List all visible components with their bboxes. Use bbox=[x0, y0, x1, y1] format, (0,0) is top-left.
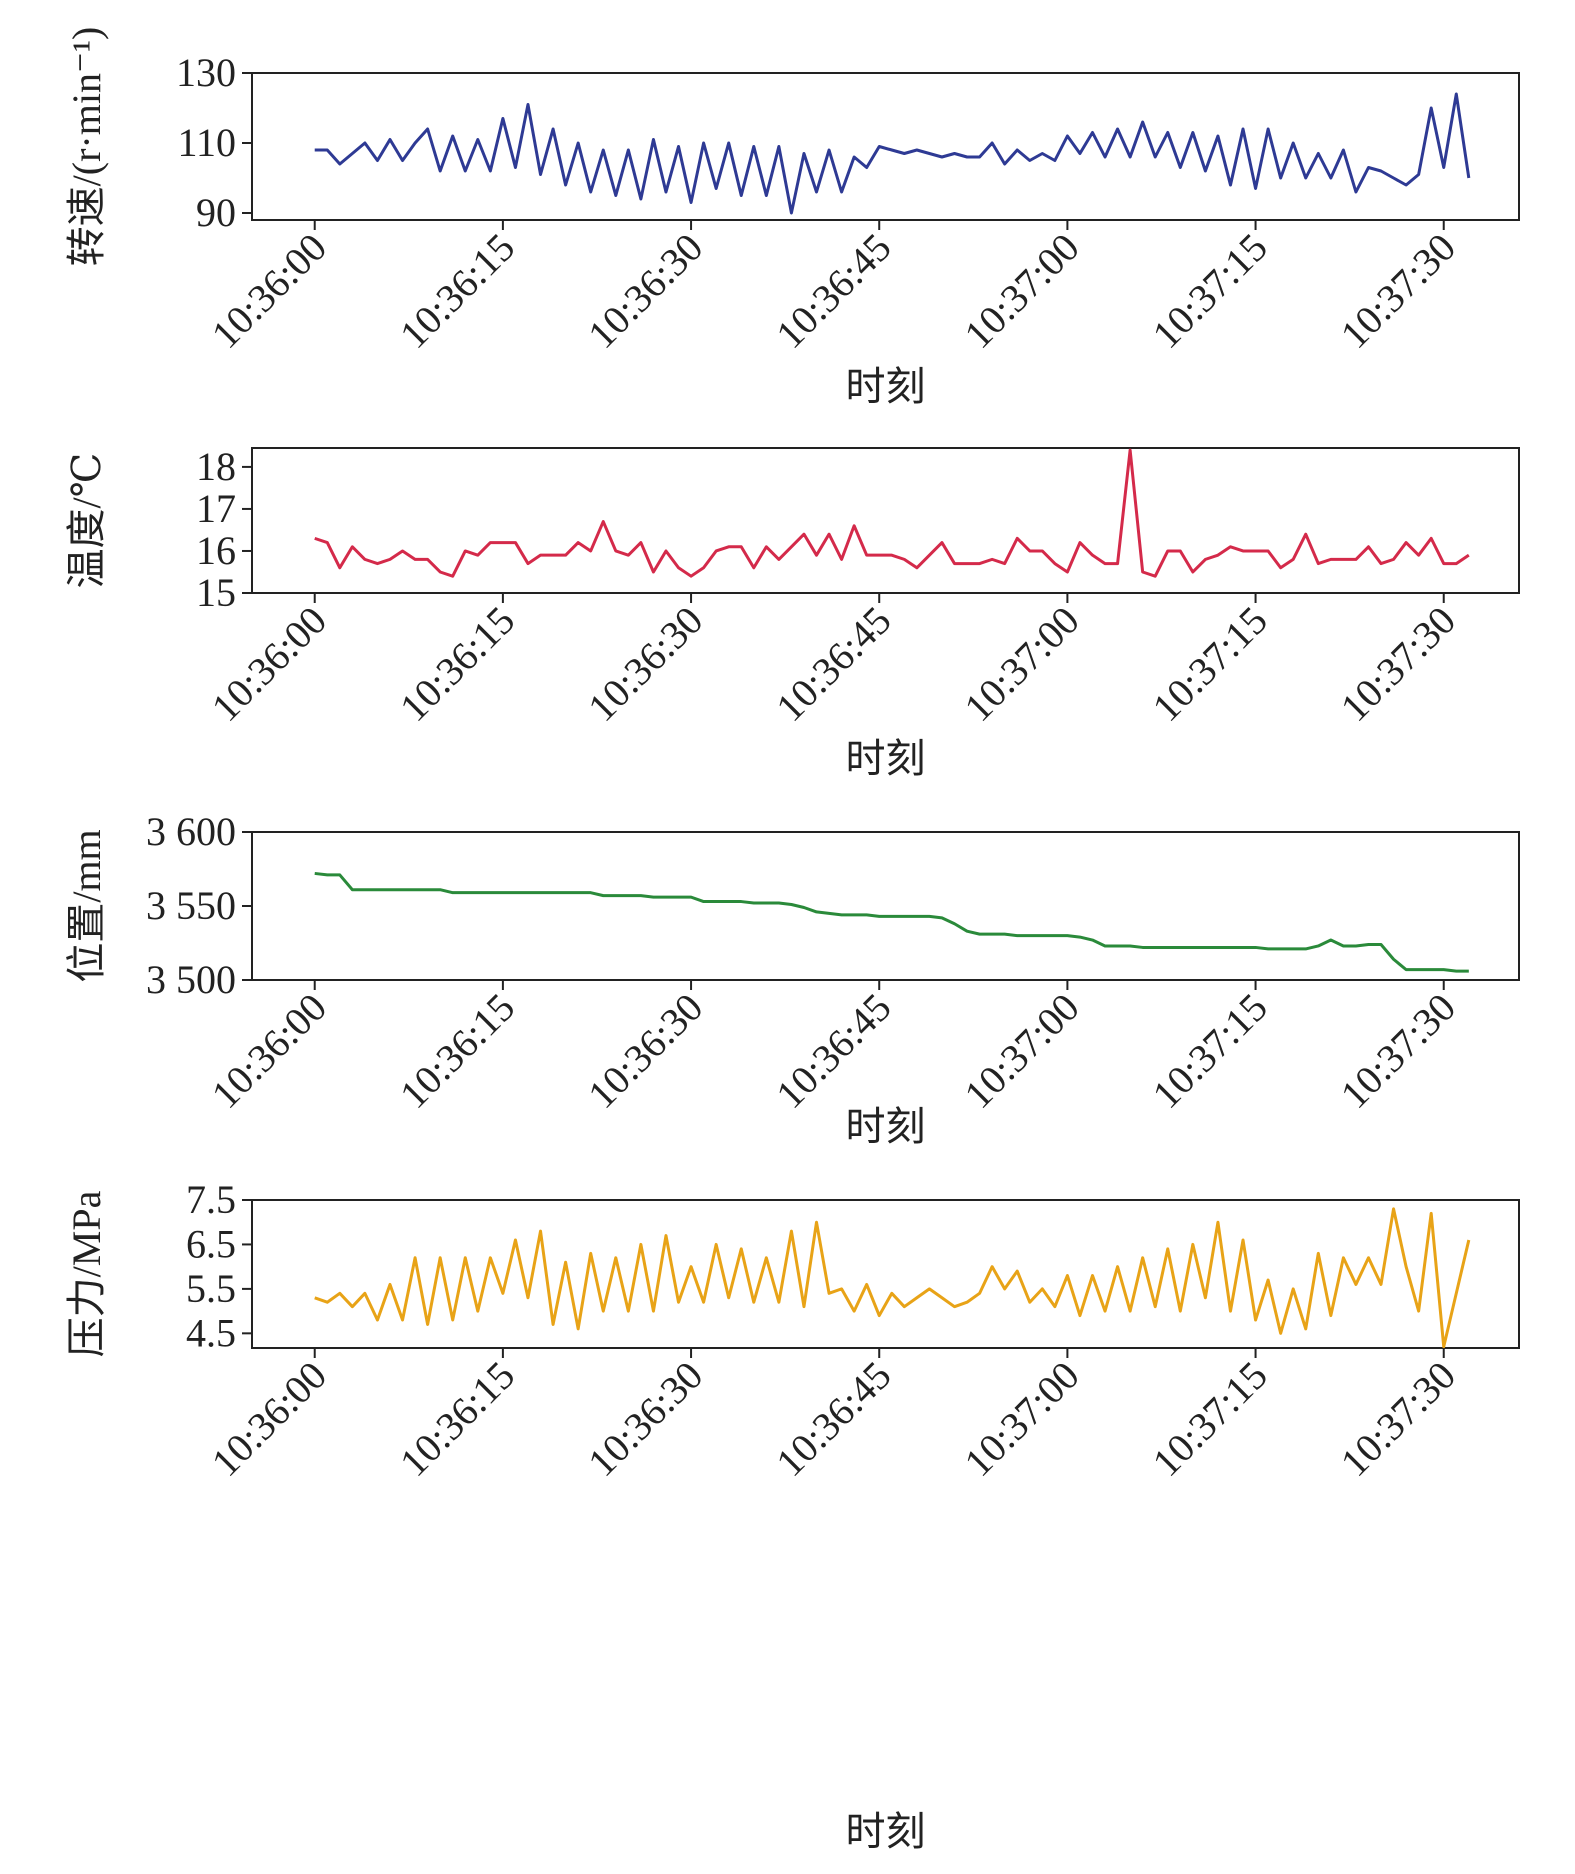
x-tick-label: 10:36:45 bbox=[767, 225, 899, 357]
x-tick-label: 10:36:30 bbox=[579, 225, 711, 357]
data-line bbox=[314, 871, 1469, 973]
y-tick-label: 15 bbox=[196, 570, 236, 615]
x-tick-label: 10:36:30 bbox=[579, 1353, 711, 1485]
y-tick-label: 16 bbox=[196, 528, 236, 573]
x-axis-label: 时刻 bbox=[846, 736, 926, 781]
y-tick-label: 110 bbox=[177, 120, 236, 165]
data-line bbox=[314, 1207, 1471, 1349]
x-tick-label: 10:37:15 bbox=[1144, 598, 1276, 730]
x-tick-label: 10:36:15 bbox=[391, 985, 523, 1117]
x-tick-label: 10:37:30 bbox=[1332, 1353, 1464, 1485]
x-tick-label: 10:37:00 bbox=[955, 1353, 1087, 1485]
y-axis-label: 转速/(r·min⁻¹) bbox=[64, 27, 109, 267]
y-axis-label: 温度/℃ bbox=[64, 453, 109, 589]
y-tick-label: 18 bbox=[196, 444, 236, 489]
x-tick-label: 10:37:15 bbox=[1144, 985, 1276, 1117]
y-tick-label: 3 500 bbox=[146, 957, 236, 1002]
data-line bbox=[314, 448, 1470, 578]
x-tick-label: 10:37:30 bbox=[1332, 225, 1464, 357]
x-tick-label: 10:37:30 bbox=[1332, 598, 1464, 730]
x-tick-label: 10:36:00 bbox=[203, 985, 335, 1117]
x-tick-label: 10:36:15 bbox=[391, 598, 523, 730]
y-tick-label: 3 550 bbox=[146, 883, 236, 928]
x-tick-label: 10:37:00 bbox=[955, 598, 1087, 730]
x-axis-label: 时刻 bbox=[846, 1809, 926, 1854]
y-tick-label: 3 600 bbox=[146, 809, 236, 854]
plot-frame bbox=[251, 1199, 1520, 1349]
y-tick-label: 4.5 bbox=[186, 1310, 236, 1355]
x-tick-label: 10:36:30 bbox=[579, 985, 711, 1117]
y-tick-label: 130 bbox=[176, 50, 236, 95]
x-tick-label: 10:36:45 bbox=[767, 598, 899, 730]
y-tick-label: 17 bbox=[196, 486, 236, 531]
x-tick-label: 10:36:15 bbox=[391, 225, 523, 357]
x-tick-label: 10:37:00 bbox=[955, 225, 1087, 357]
y-axis-label: 压力/MPa bbox=[64, 1190, 109, 1357]
plot-frame bbox=[251, 447, 1520, 594]
y-tick-label: 6.5 bbox=[186, 1221, 236, 1266]
x-tick-label: 10:36:45 bbox=[767, 1353, 899, 1485]
x-tick-label: 10:36:15 bbox=[391, 1353, 523, 1485]
x-tick-label: 10:36:00 bbox=[203, 598, 335, 730]
y-tick-label: 90 bbox=[196, 190, 236, 235]
y-tick-label: 5.5 bbox=[186, 1266, 236, 1311]
x-tick-label: 10:37:30 bbox=[1332, 985, 1464, 1117]
x-axis-label: 时刻 bbox=[846, 364, 926, 409]
x-tick-label: 10:37:00 bbox=[955, 985, 1087, 1117]
x-tick-label: 10:36:30 bbox=[579, 598, 711, 730]
x-axis-label: 时刻 bbox=[846, 1104, 926, 1149]
plot-frame bbox=[251, 831, 1520, 981]
x-tick-label: 10:37:15 bbox=[1144, 225, 1276, 357]
x-tick-label: 10:36:45 bbox=[767, 985, 899, 1117]
x-tick-label: 10:37:15 bbox=[1144, 1353, 1276, 1485]
x-tick-label: 10:36:00 bbox=[203, 1353, 335, 1485]
y-axis-label: 位置/mm bbox=[64, 829, 109, 982]
y-tick-label: 7.5 bbox=[186, 1177, 236, 1222]
plot-frame bbox=[251, 72, 1520, 221]
x-tick-label: 10:36:00 bbox=[203, 225, 335, 357]
data-line bbox=[314, 92, 1471, 215]
